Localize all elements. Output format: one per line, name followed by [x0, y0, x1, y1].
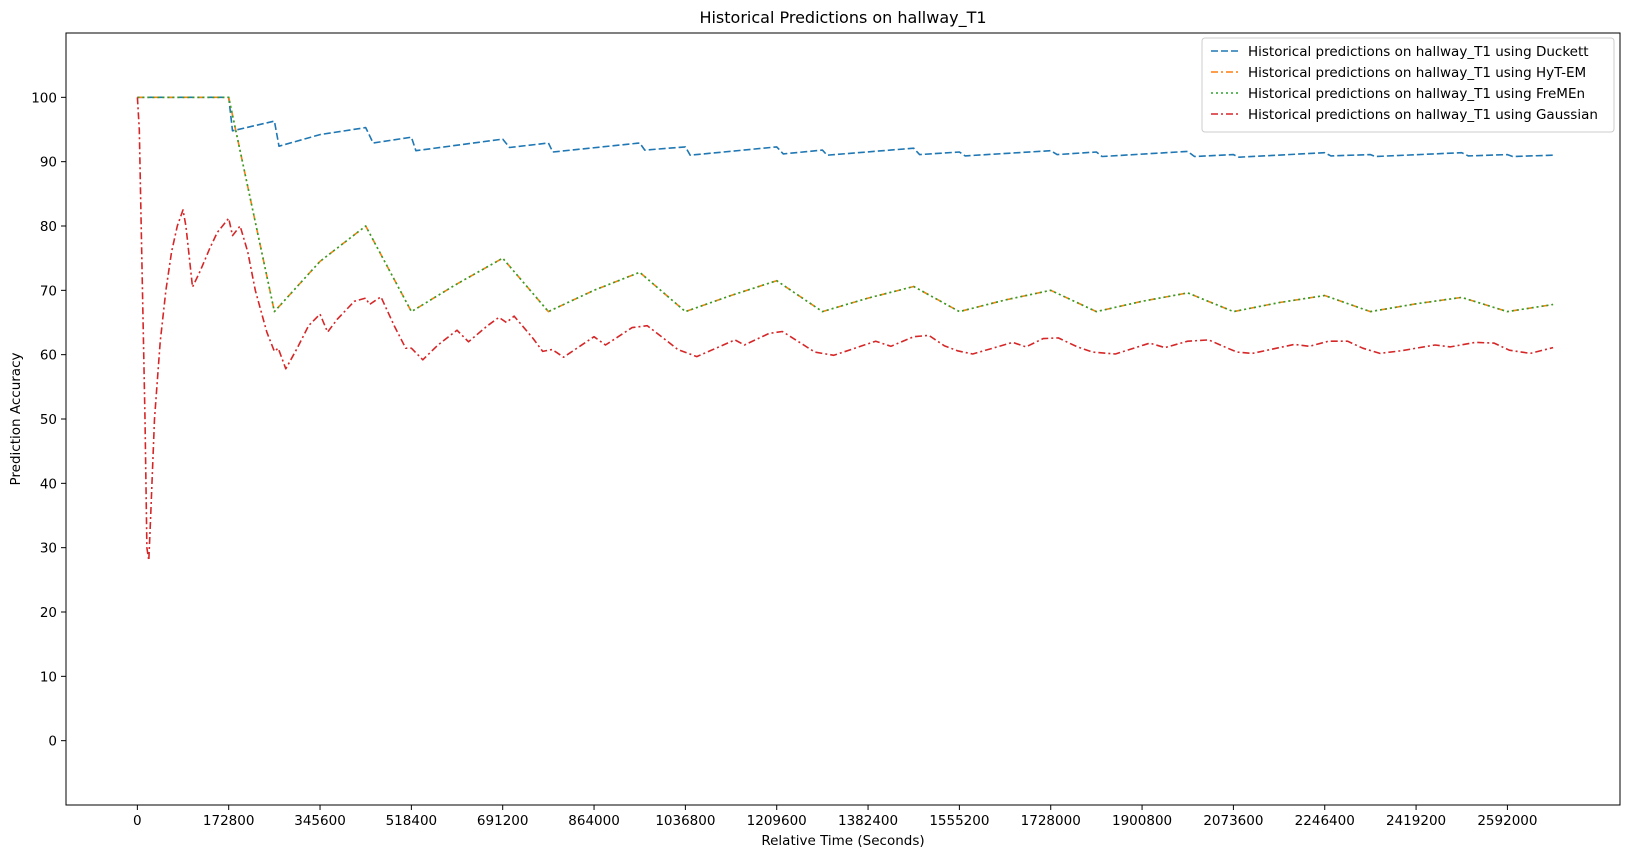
x-tick-label: 0: [133, 813, 142, 829]
x-tick-label: 1900800: [1112, 813, 1172, 829]
y-tick-label: 100: [31, 90, 57, 106]
y-tick-label: 60: [40, 348, 57, 364]
chart-title: Historical Predictions on hallway_T1: [699, 8, 986, 28]
x-tick-label: 1555200: [929, 813, 989, 829]
x-tick-label: 2592000: [1477, 813, 1537, 829]
x-tick-label: 2419200: [1386, 813, 1446, 829]
y-axis-ticks: 0 10 20 30 40 50 60 70 80 90 100: [31, 90, 66, 750]
x-tick-label: 1036800: [655, 813, 715, 829]
y-tick-label: 40: [40, 476, 57, 492]
series-line-4: [136, 97, 1554, 562]
x-axis-ticks: 0 172800 345600 518400 691200 864000 1036800 12…: [133, 805, 1537, 829]
x-tick-label: 345600: [294, 813, 346, 829]
x-tick-label: 864000: [568, 813, 620, 829]
legend-label: Historical predictions on hallway_T1 usi…: [1248, 65, 1586, 81]
y-tick-label: 10: [40, 669, 57, 685]
y-tick-label: 50: [40, 412, 57, 428]
series-line-1: [137, 96, 1554, 158]
legend-box: [1201, 37, 1615, 133]
x-tick-label: 1209600: [747, 813, 807, 829]
y-tick-label: 20: [40, 605, 57, 621]
x-axis-label: Relative Time (Seconds): [761, 833, 924, 849]
x-tick-label: 2246400: [1295, 813, 1355, 829]
y-axis-label: Prediction Accuracy: [8, 352, 24, 485]
y-tick-label: 80: [40, 219, 57, 235]
y-tick-label: 90: [40, 155, 57, 171]
x-tick-label: 691200: [477, 813, 529, 829]
x-tick-label: 172800: [203, 813, 255, 829]
y-tick-label: 30: [40, 541, 57, 557]
x-tick-label: 1382400: [838, 813, 898, 829]
legend: Historical predictions on hallway_T1 usi…: [1201, 37, 1615, 133]
y-tick-label: 70: [40, 283, 57, 299]
y-tick-label: 0: [48, 734, 57, 750]
x-tick-label: 518400: [386, 813, 438, 829]
series-line-3: [137, 96, 1554, 313]
plot-frame: [65, 32, 1621, 806]
legend-label: Historical predictions on hallway_T1 usi…: [1248, 107, 1598, 123]
x-tick-label: 1728000: [1021, 813, 1081, 829]
legend-label: Historical predictions on hallway_T1 usi…: [1248, 44, 1589, 60]
plot-lines: [136, 96, 1554, 562]
legend-label: Historical predictions on hallway_T1 usi…: [1248, 86, 1585, 102]
x-tick-label: 2073600: [1203, 813, 1263, 829]
